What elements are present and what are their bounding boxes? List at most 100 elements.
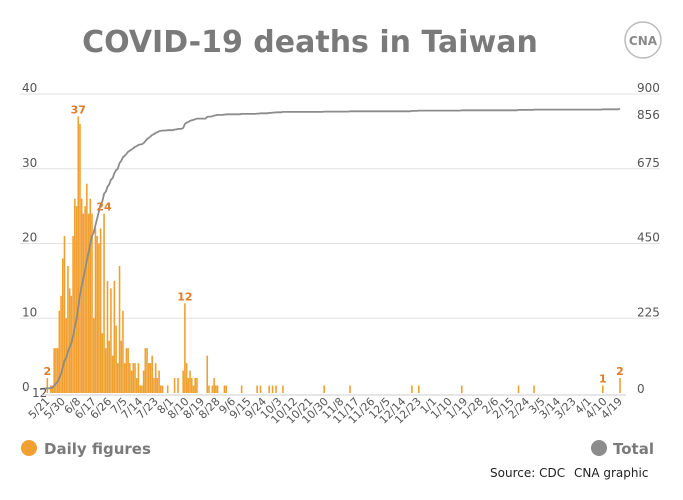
svg-text:CNA: CNA [629, 34, 658, 48]
right-tick-label: 0 [637, 382, 645, 396]
daily-bar [110, 288, 112, 393]
daily-bar [51, 385, 54, 393]
daily-bar [135, 378, 138, 393]
daily-bar [99, 228, 102, 393]
daily-bar [153, 378, 155, 393]
daily-bar [323, 385, 325, 393]
daily-bar [101, 333, 104, 393]
daily-bar [271, 385, 274, 393]
data-label: 24 [96, 201, 112, 214]
daily-bar [129, 363, 131, 393]
data-label: 2 [43, 365, 51, 378]
daily-bar [84, 206, 86, 393]
daily-bar [118, 265, 121, 393]
credit-note: CNA graphic [574, 466, 648, 480]
daily-bar [74, 198, 76, 393]
daily-bar [196, 378, 198, 393]
daily-bar [123, 363, 126, 393]
daily-bar [146, 348, 148, 393]
daily-bar [256, 385, 258, 393]
daily-bar [56, 348, 59, 393]
daily-bar [108, 340, 111, 393]
right-tick-label: 675 [637, 156, 660, 170]
daily-bar [137, 363, 140, 393]
source-note: Source: CDC [490, 466, 565, 480]
legend-daily: Daily figures [21, 440, 151, 458]
daily-bar [91, 213, 93, 393]
daily-bar [184, 303, 186, 393]
daily-bar [55, 348, 57, 393]
daily-bar [460, 385, 463, 393]
daily-bar [160, 385, 162, 393]
right-tick-label: 225 [637, 305, 660, 319]
daily-bar [223, 385, 226, 393]
daily-bar [142, 370, 145, 393]
daily-bar [166, 385, 169, 393]
daily-bar [113, 280, 116, 393]
daily-bar [275, 385, 277, 393]
daily-bar [154, 363, 157, 393]
daily-bar [125, 348, 128, 393]
daily-bar [46, 378, 49, 393]
daily-bar [151, 355, 154, 393]
daily-bar [82, 213, 85, 393]
daily-bar [517, 385, 520, 393]
daily-bar [187, 378, 190, 393]
data-label: 2 [616, 365, 624, 378]
right-tick-label: 900 [637, 81, 660, 95]
x-axis-ticks: 5/215/306/86/176/267/57/147/238/18/108/1… [26, 395, 625, 427]
daily-bar [194, 378, 197, 393]
left-axis: 0 10 20 30 40 [22, 81, 37, 394]
daily-bar [103, 213, 105, 393]
daily-bar [149, 363, 152, 393]
daily-bar [49, 385, 52, 393]
daily-bar [268, 385, 270, 393]
daily-bar [68, 288, 71, 393]
daily-bar [60, 295, 62, 393]
daily-bar [602, 385, 604, 393]
daily-bar [417, 385, 420, 393]
legend-daily-swatch [21, 440, 37, 456]
left-tick-label: 0 [22, 380, 30, 394]
daily-bar [215, 385, 217, 393]
left-tick-label: 30 [22, 156, 37, 170]
daily-bar [117, 363, 119, 393]
legend-total: Total [591, 440, 654, 458]
daily-bar [139, 385, 141, 393]
total-end-label: 856 [637, 108, 660, 122]
daily-bar [619, 378, 621, 393]
daily-bar [86, 183, 88, 393]
total-start-label: 12 [32, 386, 47, 400]
right-axis: 0 225 450 675 900 [637, 81, 660, 396]
left-tick-label: 20 [22, 231, 37, 245]
daily-bar [106, 280, 109, 393]
daily-bar [130, 370, 133, 393]
daily-bar [349, 385, 351, 393]
daily-bar [120, 340, 123, 393]
daily-bar [58, 310, 61, 393]
daily-bar [87, 213, 90, 393]
gridlines [20, 93, 660, 319]
daily-bar [216, 385, 219, 393]
daily-bar [53, 348, 55, 393]
daily-bar [104, 348, 107, 393]
daily-bar [132, 363, 135, 393]
daily-bar [96, 236, 98, 393]
daily-bar [77, 116, 80, 394]
daily-bar [185, 363, 188, 393]
cna-logo: CNA [624, 21, 662, 59]
right-tick-label: 450 [637, 231, 660, 245]
daily-bar [80, 198, 83, 393]
data-label: 12 [177, 290, 192, 303]
daily-bar [156, 378, 159, 393]
daily-bar [259, 385, 262, 393]
daily-bar [158, 370, 160, 393]
daily-bar [141, 385, 143, 393]
left-tick-label: 10 [22, 305, 37, 319]
daily-bar [144, 348, 147, 393]
daily-bar [61, 258, 64, 393]
daily-bar [111, 355, 114, 393]
daily-bar [225, 385, 227, 393]
